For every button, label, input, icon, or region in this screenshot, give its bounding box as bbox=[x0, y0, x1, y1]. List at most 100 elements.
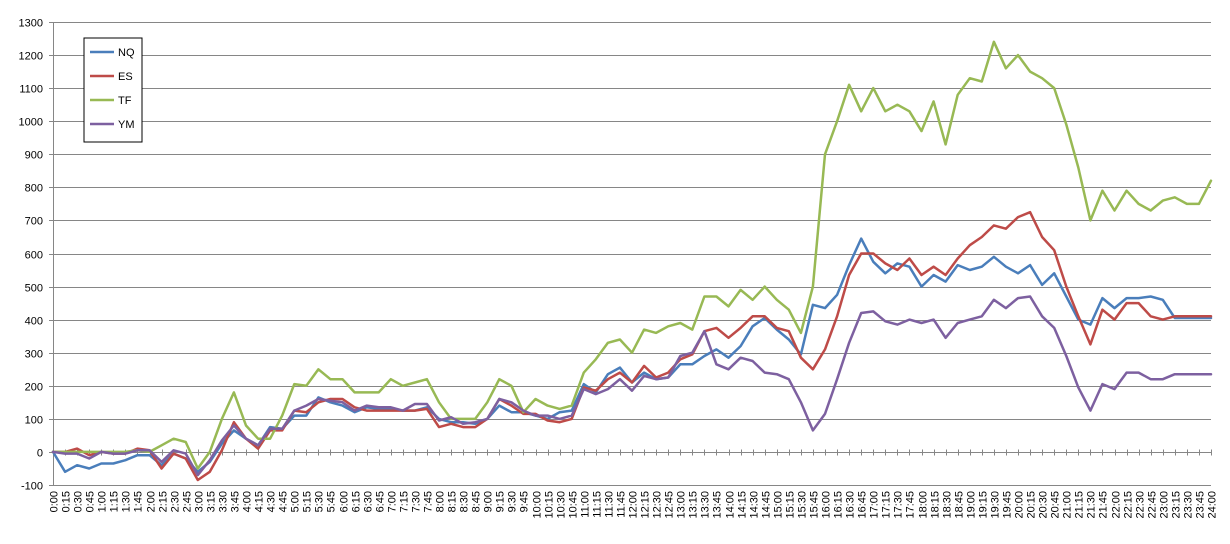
x-tick-label: 21:15 bbox=[1074, 491, 1086, 519]
x-tick-label: 9:45 bbox=[519, 491, 531, 512]
x-tick-label: 10:00 bbox=[532, 491, 544, 519]
x-tick-label: 10:15 bbox=[544, 491, 556, 519]
x-axis-ticks: 0:00 0:15 0:30 0:45 1:00 1:15 1:30 1:45 2:00 2:15… bbox=[49, 449, 1219, 519]
x-tick-label: 3:15 bbox=[206, 491, 218, 512]
x-tick-label: 9:15 bbox=[495, 491, 507, 512]
x-tick-label: 3:00 bbox=[194, 491, 206, 512]
x-tick-label: 9:00 bbox=[483, 491, 495, 512]
x-tick-label: 2:00 bbox=[146, 491, 158, 512]
x-tick-label: 13:00 bbox=[676, 491, 688, 519]
x-tick-label: 18:15 bbox=[930, 491, 942, 519]
x-tick-label: 6:15 bbox=[351, 491, 363, 512]
x-tick-label: 4:00 bbox=[242, 491, 254, 512]
x-tick-label: 19:30 bbox=[990, 491, 1002, 519]
legend-label-nq: NQ bbox=[118, 47, 135, 59]
y-tick-label: 1100 bbox=[19, 84, 43, 96]
y-tick-label: 1000 bbox=[19, 117, 43, 129]
y-tick-label: 1300 bbox=[19, 18, 43, 30]
x-tick-label: 7:30 bbox=[411, 491, 423, 512]
y-tick-label: 700 bbox=[25, 216, 43, 228]
x-tick-label: 1:15 bbox=[109, 491, 121, 512]
x-tick-label: 18:00 bbox=[918, 491, 930, 519]
x-tick-label: 1:45 bbox=[133, 491, 145, 512]
legend-label-tf: TF bbox=[118, 95, 132, 107]
legend: NQ ES TF YM bbox=[83, 37, 143, 143]
y-tick-label: 1200 bbox=[19, 51, 43, 63]
x-tick-label: 19:00 bbox=[966, 491, 978, 519]
x-tick-label: 12:45 bbox=[664, 491, 676, 519]
x-tick-label: 19:15 bbox=[978, 491, 990, 519]
x-tick-label: 21:00 bbox=[1062, 491, 1074, 519]
x-tick-label: 4:15 bbox=[254, 491, 266, 512]
x-tick-label: 15:15 bbox=[785, 491, 797, 519]
x-tick-label: 17:00 bbox=[869, 491, 881, 519]
x-tick-label: 4:30 bbox=[266, 491, 278, 512]
y-tick-label: 500 bbox=[25, 283, 43, 295]
y-tick-label: 900 bbox=[25, 150, 43, 162]
x-tick-label: 5:30 bbox=[314, 491, 326, 512]
x-tick-label: 23:30 bbox=[1183, 491, 1195, 519]
x-tick-label: 17:15 bbox=[881, 491, 893, 519]
x-tick-label: 4:45 bbox=[278, 491, 290, 512]
x-tick-label: 15:30 bbox=[797, 491, 809, 519]
series-line-tf bbox=[51, 40, 1213, 470]
x-tick-label: 11:45 bbox=[616, 491, 628, 518]
y-tick-label: 0 bbox=[37, 448, 43, 460]
x-tick-label: 14:30 bbox=[749, 491, 761, 519]
x-tick-label: 5:00 bbox=[290, 491, 302, 512]
series-line-ym bbox=[51, 295, 1213, 477]
x-tick-label: 2:45 bbox=[182, 491, 194, 512]
x-tick-label: 7:00 bbox=[387, 491, 399, 512]
x-tick-label: 24:00 bbox=[1207, 491, 1219, 519]
x-tick-label: 14:15 bbox=[737, 491, 749, 519]
x-tick-label: 22:45 bbox=[1147, 491, 1159, 519]
x-tick-label: 21:30 bbox=[1086, 491, 1098, 519]
x-tick-label: 9:30 bbox=[507, 491, 519, 512]
x-tick-label: 7:45 bbox=[423, 491, 435, 512]
x-tick-label: 2:30 bbox=[170, 491, 182, 512]
x-tick-label: 1:30 bbox=[121, 491, 133, 512]
x-tick-label: 17:45 bbox=[905, 491, 917, 519]
x-tick-label: 5:15 bbox=[302, 491, 314, 512]
y-tick-label: 200 bbox=[25, 382, 43, 394]
x-tick-label: 17:30 bbox=[893, 491, 905, 519]
y-tick-label: 600 bbox=[25, 250, 43, 262]
y-tick-label: 800 bbox=[25, 183, 43, 195]
x-tick-label: 3:45 bbox=[230, 491, 242, 512]
x-tick-label: 22:30 bbox=[1135, 491, 1147, 519]
y-tick-label: 300 bbox=[25, 349, 43, 361]
x-tick-label: 20:00 bbox=[1014, 491, 1026, 519]
x-tick-label: 13:30 bbox=[700, 491, 712, 519]
series-line-es bbox=[51, 210, 1213, 482]
x-tick-label: 16:45 bbox=[857, 491, 869, 519]
x-tick-label: 18:45 bbox=[954, 491, 966, 519]
x-tick-label: 8:00 bbox=[435, 491, 447, 512]
x-tick-label: 22:00 bbox=[1111, 491, 1123, 519]
x-tick-label: 23:15 bbox=[1171, 491, 1183, 519]
x-tick-label: 8:45 bbox=[471, 491, 483, 512]
x-tick-label: 3:30 bbox=[218, 491, 230, 512]
x-tick-label: 10:30 bbox=[556, 491, 568, 519]
x-tick-label: 0:15 bbox=[61, 491, 73, 512]
y-tick-label: 400 bbox=[25, 316, 43, 328]
y-tick-label: 100 bbox=[25, 415, 43, 427]
x-tick-label: 13:45 bbox=[712, 491, 724, 519]
x-tick-label: 12:30 bbox=[652, 491, 664, 519]
x-tick-label: 5:45 bbox=[326, 491, 338, 512]
x-tick-label: 10:45 bbox=[568, 491, 580, 519]
x-tick-label: 16:30 bbox=[845, 491, 857, 519]
x-tick-label: 16:00 bbox=[821, 491, 833, 519]
x-tick-label: 6:30 bbox=[363, 491, 375, 512]
x-tick-label: 14:45 bbox=[761, 491, 773, 519]
x-tick-label: 20:45 bbox=[1050, 491, 1062, 519]
x-tick-label: 19:45 bbox=[1002, 491, 1014, 519]
series-lines bbox=[51, 40, 1213, 482]
legend-label-es: ES bbox=[118, 71, 133, 83]
x-tick-label: 11:00 bbox=[580, 491, 592, 518]
x-tick-label: 12:15 bbox=[640, 491, 652, 519]
x-tick-label: 0:00 bbox=[49, 491, 61, 512]
x-tick-label: 0:30 bbox=[73, 491, 85, 512]
x-tick-label: 18:30 bbox=[942, 491, 954, 519]
y-tick-label: -100 bbox=[21, 481, 43, 493]
gridlines bbox=[53, 22, 1211, 486]
